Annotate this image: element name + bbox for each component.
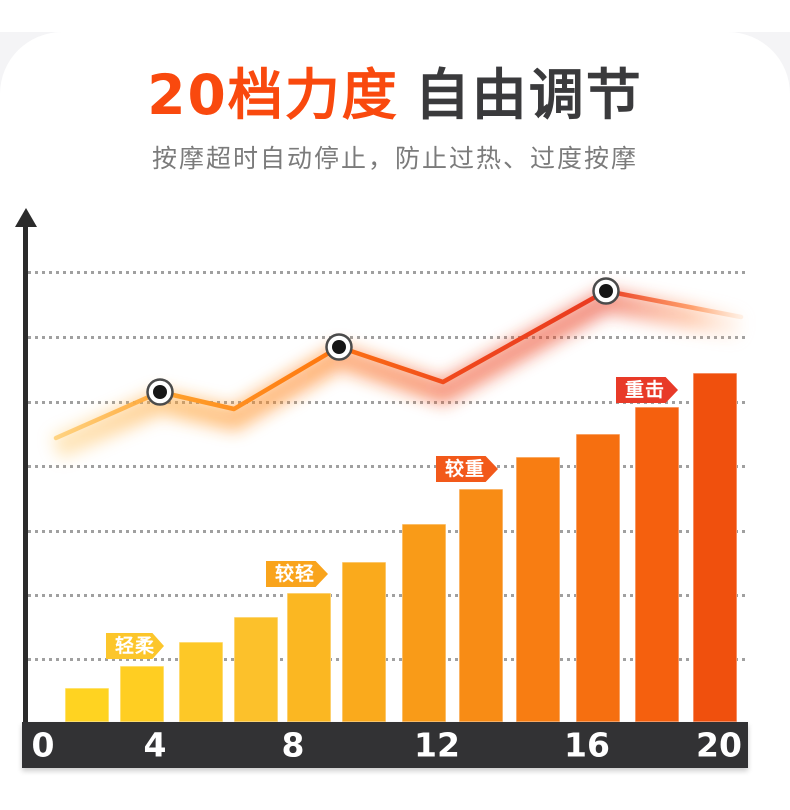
- bar: [402, 524, 446, 722]
- intensity-tag: 较轻: [266, 561, 328, 587]
- intensity-tag: 重击: [616, 377, 678, 403]
- y-axis-arrow-icon: [15, 208, 37, 227]
- bar: [234, 617, 278, 722]
- gridline: [28, 336, 748, 339]
- gridline: [28, 594, 748, 597]
- intensity-tag-label: 较轻: [275, 562, 316, 585]
- x-tick-label: 20: [696, 725, 742, 765]
- intensity-tag-label: 较重: [445, 457, 486, 480]
- page-title: 20档力度 自由调节: [0, 63, 790, 127]
- x-tick-label: 8: [281, 725, 305, 765]
- x-axis-band: 0 4 8 12 16 20: [22, 722, 748, 768]
- bar: [65, 688, 109, 722]
- header: 20档力度 自由调节 按摩超时自动停止，防止过热、过度按摩: [0, 63, 790, 175]
- bar: [693, 373, 737, 722]
- title-highlight: 20档力度: [147, 63, 399, 127]
- gridline: [28, 530, 748, 533]
- intensity-tag: 较重: [436, 456, 498, 482]
- bar: [179, 642, 223, 722]
- gridline: [28, 271, 748, 274]
- y-axis-line: [23, 224, 28, 722]
- bar: [120, 666, 164, 722]
- x-tick-label: 0: [31, 725, 55, 765]
- bar: [576, 434, 620, 722]
- x-tick-label: 12: [414, 725, 460, 765]
- intensity-tag: 轻柔: [106, 633, 164, 659]
- intensity-tag-label: 轻柔: [115, 634, 156, 657]
- bar: [459, 489, 503, 722]
- gridline: [28, 658, 748, 661]
- bar: [635, 407, 679, 722]
- x-tick-label: 16: [564, 725, 610, 765]
- gridline: [28, 465, 748, 468]
- title-rest: 自由调节: [414, 63, 643, 127]
- x-tick-label: 4: [143, 725, 167, 765]
- page-subtitle: 按摩超时自动停止，防止过热、过度按摩: [151, 144, 638, 174]
- bar: [287, 593, 331, 722]
- data-point-marker: [592, 277, 620, 305]
- bar: [342, 562, 386, 722]
- bar: [516, 457, 560, 722]
- intensity-tag-label: 重击: [625, 378, 666, 401]
